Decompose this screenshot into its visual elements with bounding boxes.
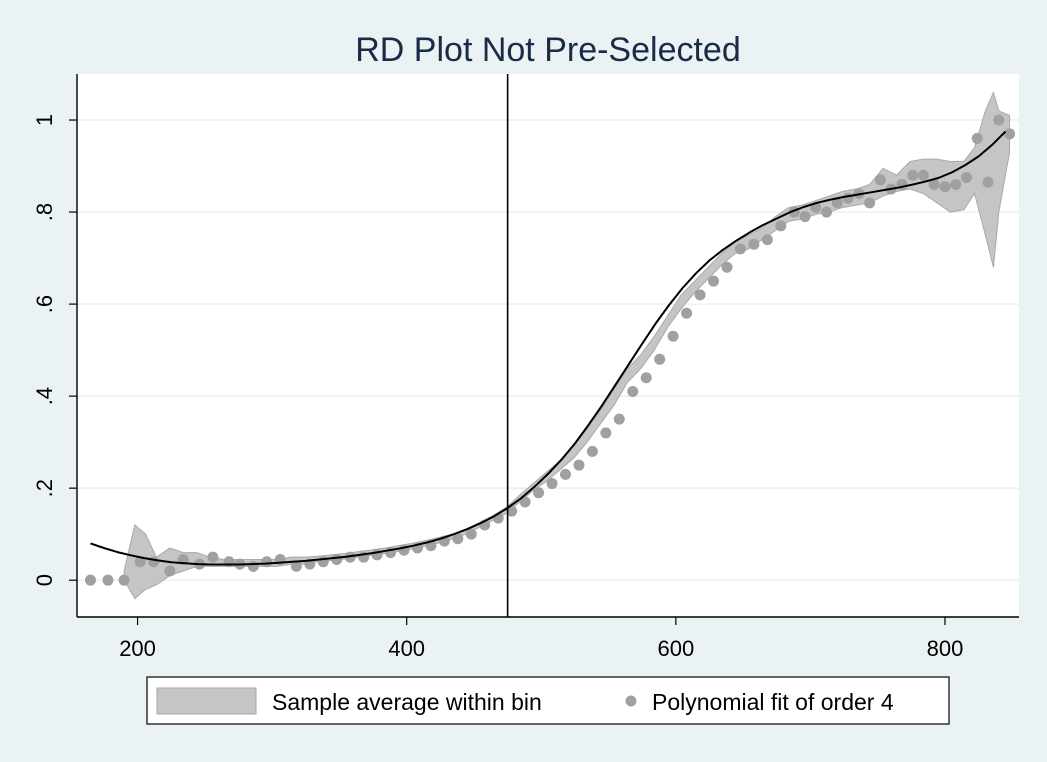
legend-band-swatch xyxy=(156,687,257,715)
x-tick-label: 200 xyxy=(119,636,156,661)
bin-average-point xyxy=(148,556,160,568)
bin-average-point xyxy=(223,556,235,568)
bin-average-point xyxy=(993,114,1005,126)
bin-average-point xyxy=(134,556,146,568)
plot-area-background xyxy=(77,74,1019,617)
bin-average-point xyxy=(939,181,951,193)
x-tick-label: 800 xyxy=(927,636,964,661)
bin-average-point xyxy=(681,307,693,319)
bin-average-point xyxy=(102,574,114,586)
bin-average-point xyxy=(533,487,545,499)
legend-label-polynomial-fit: Polynomial fit of order 4 xyxy=(652,689,894,715)
bin-average-point xyxy=(775,220,787,232)
bin-average-point xyxy=(290,560,302,572)
bin-average-point xyxy=(573,459,585,471)
legend-box xyxy=(146,676,950,725)
bin-average-point xyxy=(654,353,666,365)
bin-average-point xyxy=(928,178,940,190)
bin-average-point xyxy=(864,197,876,209)
bin-average-point xyxy=(667,330,679,342)
bin-average-point xyxy=(761,234,773,246)
y-tick-label: .4 xyxy=(32,387,57,405)
bin-average-point xyxy=(546,478,558,490)
axes xyxy=(76,74,1019,618)
y-tick-label: 0 xyxy=(32,574,57,586)
bin-average-point xyxy=(748,238,760,250)
bin-average-point xyxy=(465,528,477,540)
y-tick-label: 1 xyxy=(32,114,57,126)
bin-average-point xyxy=(831,197,843,209)
bin-average-point xyxy=(164,565,176,577)
bin-average-point xyxy=(874,174,886,186)
bin-average-point xyxy=(917,169,929,181)
bin-average-point xyxy=(842,192,854,204)
bin-average-point xyxy=(971,132,983,144)
legend: Sample average within bin Polynomial fit… xyxy=(146,676,950,725)
bin-average-point xyxy=(559,468,571,480)
x-tick-label: 400 xyxy=(388,636,425,661)
bin-average-point xyxy=(331,553,343,565)
bin-average-point xyxy=(961,172,973,184)
bin-average-point xyxy=(708,275,720,287)
fit-line-layer xyxy=(90,130,1007,566)
bin-average-point xyxy=(586,445,598,457)
legend-label-sample-average: Sample average within bin xyxy=(272,689,542,715)
bin-average-point xyxy=(640,372,652,384)
bin-average-point xyxy=(344,551,356,563)
bin-average-point xyxy=(1004,128,1016,140)
bin-average-point xyxy=(734,243,746,255)
bin-average-point xyxy=(721,261,733,273)
bin-average-point xyxy=(261,556,273,568)
bin-average-point xyxy=(84,574,96,586)
bin-average-point xyxy=(118,574,130,586)
bin-average-point xyxy=(821,206,833,218)
bin-average-point xyxy=(627,386,639,398)
x-ticks: 200 400 600 800 xyxy=(119,617,963,661)
y-tick-label: .2 xyxy=(32,479,57,497)
bin-average-point xyxy=(799,211,811,223)
bin-average-point xyxy=(247,560,259,572)
bin-average-point xyxy=(907,169,919,181)
bin-average-point xyxy=(452,533,464,545)
y-tick-label: .8 xyxy=(32,203,57,221)
y-tick-label: .6 xyxy=(32,295,57,313)
x-tick-label: 600 xyxy=(657,636,694,661)
bin-average-point xyxy=(600,427,612,439)
legend-point-swatch xyxy=(625,695,637,707)
y-ticks: 0 .2 .4 .6 .8 1 xyxy=(32,114,77,586)
bin-average-point xyxy=(613,413,625,425)
bin-average-point xyxy=(519,496,531,508)
bin-average-points-layer xyxy=(84,114,1016,586)
bin-average-point xyxy=(950,178,962,190)
bin-average-point xyxy=(982,176,994,188)
bin-average-point xyxy=(694,289,706,301)
gridlines xyxy=(77,119,1019,581)
bin-average-point xyxy=(207,551,219,563)
bin-average-point xyxy=(506,505,518,517)
polynomial-fit-line xyxy=(90,130,1007,566)
chart-title: RD Plot Not Pre-Selected xyxy=(355,31,741,69)
